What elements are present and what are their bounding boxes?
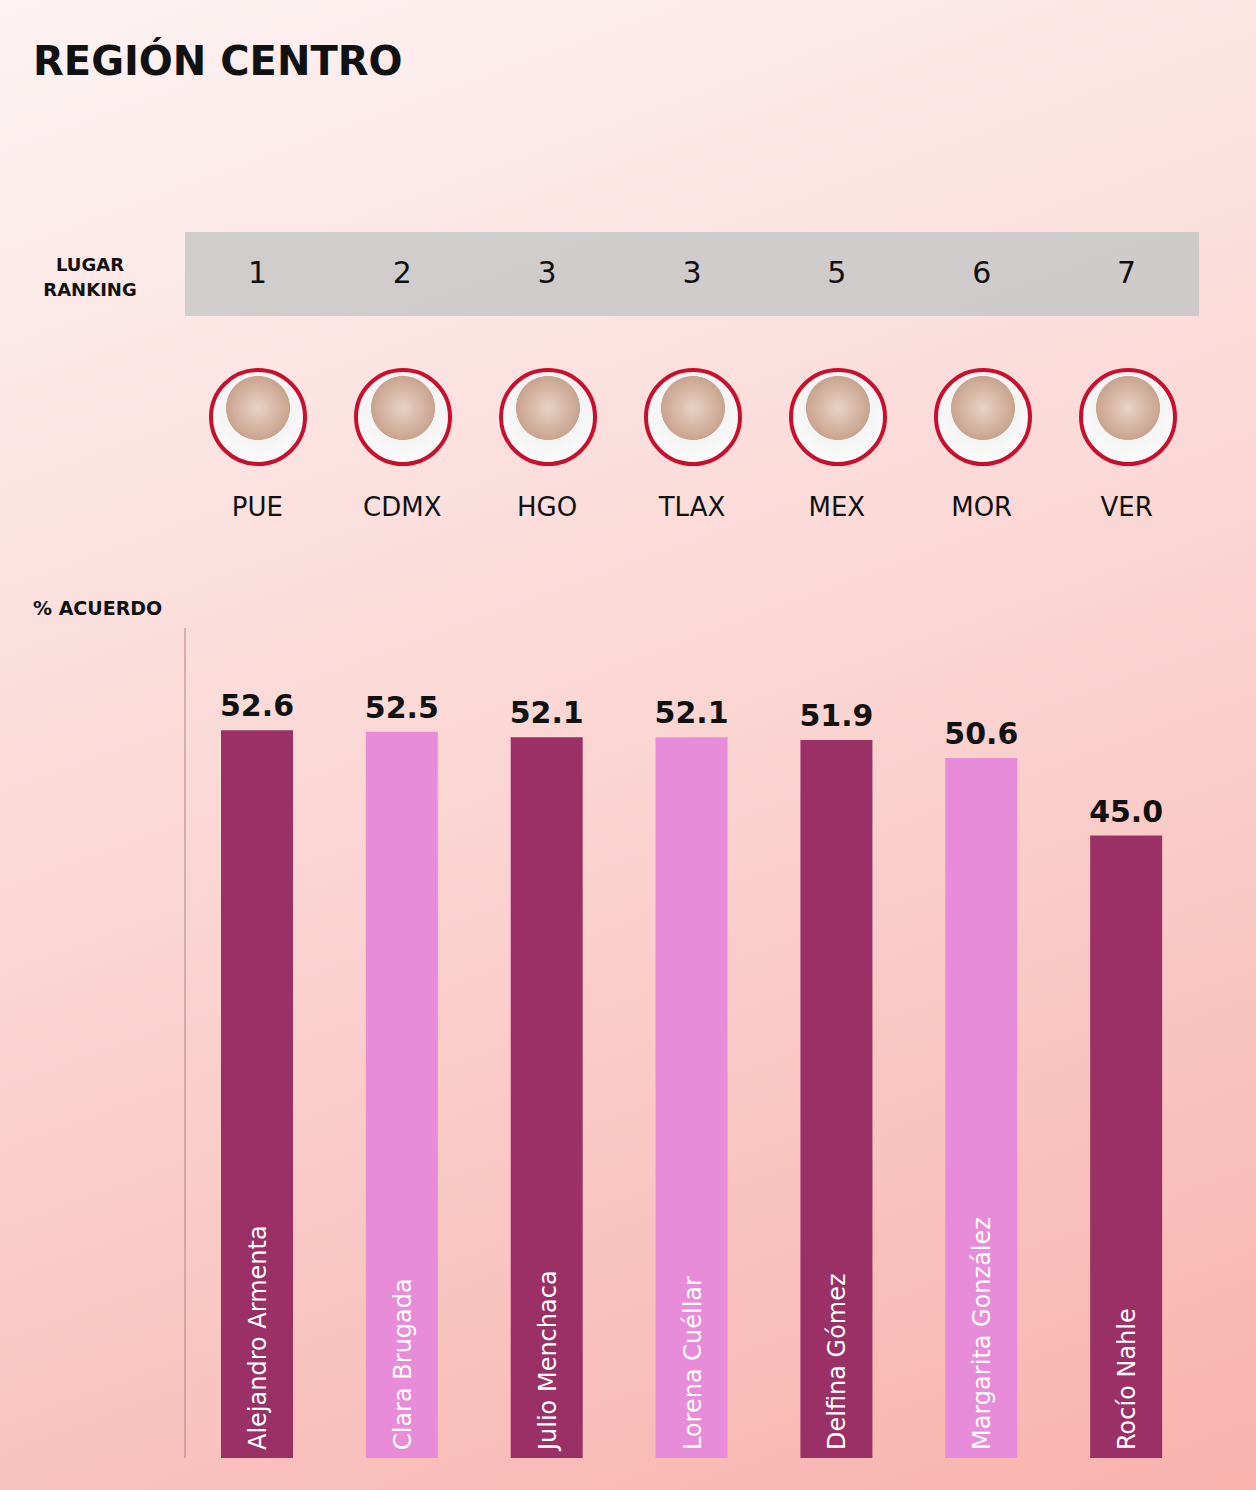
html-text:MOR: MOR <box>951 492 1013 522</box>
svg-text:52.5: 52.5 <box>365 690 439 725</box>
html-text:VER: VER <box>1100 492 1153 522</box>
html-text:PUE: PUE <box>231 492 283 522</box>
svg-text:Clara Brugada: Clara Brugada <box>389 1278 417 1450</box>
html-text:3: 3 <box>682 255 702 290</box>
svg-text:Lorena Cuéllar: Lorena Cuéllar <box>679 1276 707 1450</box>
svg-text:Julio Menchaca: Julio Menchaca <box>534 1270 562 1452</box>
svg-text:Alejandro Armenta: Alejandro Armenta <box>244 1225 272 1450</box>
html-text:1: 1 <box>247 255 267 290</box>
html-text:5: 5 <box>827 255 847 290</box>
html-text:7: 7 <box>1117 255 1137 290</box>
html-text:RANKING: RANKING <box>43 279 137 300</box>
html-text:REGIÓN CENTRO: REGIÓN CENTRO <box>33 38 403 84</box>
html-text:MEX: MEX <box>808 492 866 522</box>
svg-text:Rocío Nahle: Rocío Nahle <box>1113 1308 1141 1450</box>
svg-text:52.1: 52.1 <box>655 695 729 730</box>
svg-text:Margarita González: Margarita González <box>968 1217 996 1450</box>
html-text:HGO: HGO <box>517 492 578 522</box>
html-text:6: 6 <box>972 255 992 290</box>
html-text:% ACUERDO: % ACUERDO <box>33 597 163 619</box>
html-text:3: 3 <box>537 255 557 290</box>
html-text:LUGAR: LUGAR <box>56 254 124 275</box>
html-text:TLAX: TLAX <box>658 492 726 522</box>
html-text:CDMX: CDMX <box>363 492 442 522</box>
html-text:2: 2 <box>392 255 412 290</box>
svg-text:Delfina Gómez: Delfina Gómez <box>823 1273 851 1450</box>
svg-text:52.6: 52.6 <box>220 688 294 723</box>
svg-text:52.1: 52.1 <box>510 695 584 730</box>
svg-text:50.6: 50.6 <box>944 716 1018 751</box>
svg-text:51.9: 51.9 <box>799 698 873 733</box>
svg-text:45.0: 45.0 <box>1089 794 1163 829</box>
